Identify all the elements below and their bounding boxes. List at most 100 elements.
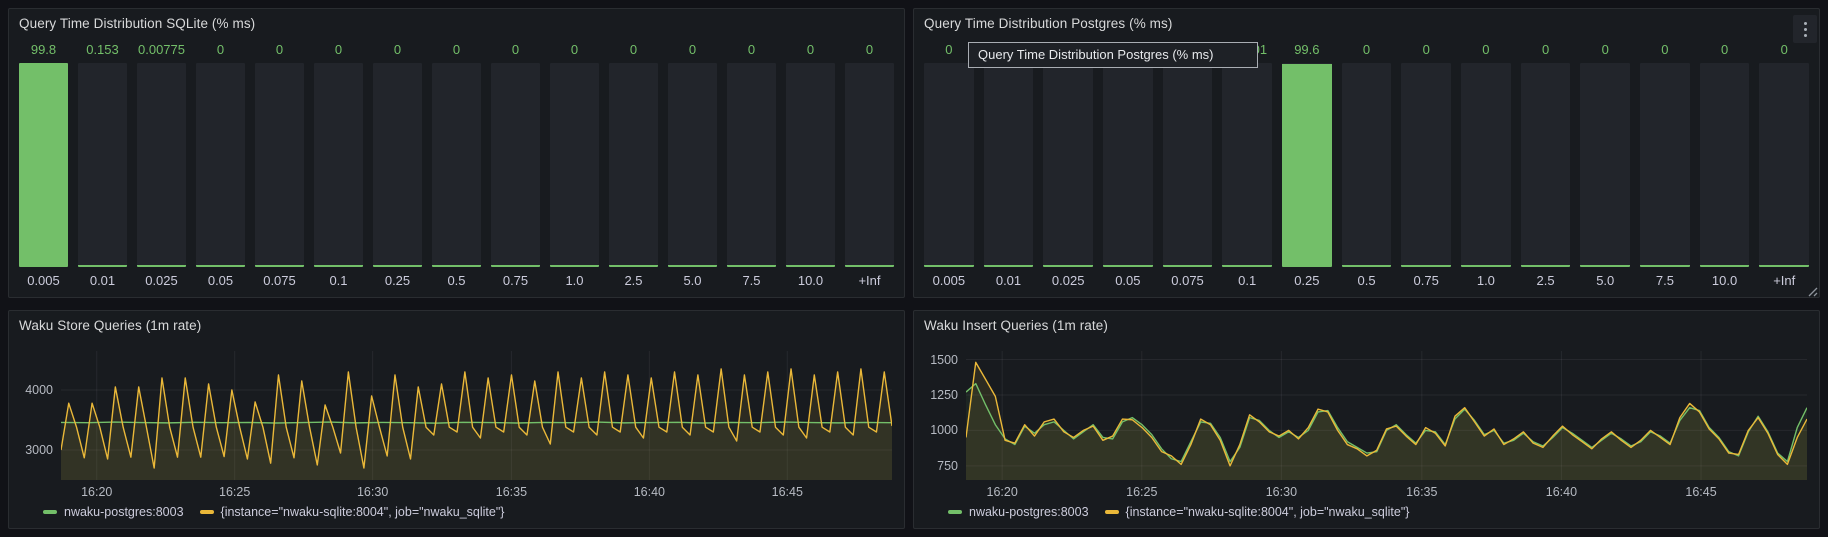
x-tick-label: 16:35 [1406,485,1438,499]
bar-category-label: 0.005 [932,273,966,288]
bar-value-label: 0 [275,42,284,57]
bar-track [1341,63,1392,267]
bar-fill [491,265,540,267]
bar-value-label: 0 [393,42,402,57]
bar-track [550,63,599,267]
histogram-bar-0.05: 0 0.05 [196,39,245,289]
panel-menu-button[interactable] [1793,15,1817,43]
histogram-bar-0.5: 0 0.5 [1341,39,1392,289]
histogram-bar-2.5: 0 2.5 [609,39,658,289]
postgres-histogram-chart: 0 0.005 0.01 0.025 0.05 0.075 0.01010.1 99.6 0.2… [914,37,1819,297]
bar-fill [550,265,599,267]
bar-track [1222,63,1273,267]
bar-track [314,63,363,267]
plot-area [966,351,1807,480]
bar-value-label: 0 [1362,42,1371,57]
bar-fill [314,265,363,267]
legend-item-nwaku-sqlite[interactable]: {instance="nwaku-sqlite:8004", job="nwak… [199,505,505,519]
bar-value-label: 0 [747,42,756,57]
histogram-bar-2.5: 0 2.5 [1520,39,1571,289]
panel-title[interactable]: Query Time Distribution SQLite (% ms) [19,15,256,31]
histogram-bar-0.25: 99.6 0.25 [1282,39,1332,289]
legend-item-nwaku-sqlite[interactable]: {instance="nwaku-sqlite:8004", job="nwak… [1104,505,1410,519]
histogram-bar-7.5: 0 7.5 [1640,39,1690,289]
bar-category-label: 0.005 [27,273,60,288]
bar-category-label: 1.0 [565,273,584,288]
y-axis: 750 1000 1250 1500 [920,351,966,480]
bar-category-label: 5.0 [1596,273,1615,288]
y-tick-label: 4000 [25,383,53,397]
histogram-bar-0.1: 0.01010.1 [1222,39,1273,289]
histogram-bar-0.05: 0.05 [1103,39,1153,289]
bar-fill [727,265,776,267]
bar-category-label: 5.0 [683,273,702,288]
kebab-menu-icon [1803,33,1807,37]
legend-swatch-yellow [1104,510,1119,514]
bar-track [727,63,776,267]
bar-track [1520,63,1571,267]
bar-category-label: 0.01 [995,273,1022,288]
bar-value-label: 0.153 [86,42,119,57]
bar-category-label: 7.5 [742,273,761,288]
legend-item-nwaku-postgres[interactable]: nwaku-postgres:8003 [43,505,184,519]
legend-label: {instance="nwaku-sqlite:8004", job="nwak… [1125,505,1410,519]
panel-resize-handle[interactable] [1806,284,1818,297]
bar-track [1580,63,1631,267]
bar-fill [1103,265,1153,267]
y-axis: 3000 4000 [15,351,61,480]
bar-category-label: 10.0 [797,273,824,288]
bar-fill [19,63,68,267]
panel-header: Waku Store Queries (1m rate) [9,311,904,339]
panel-query-time-distribution-sqlite: Query Time Distribution SQLite (% ms) 99… [8,8,905,298]
histogram-bar-0.005: 0 0.005 [924,39,974,289]
bar-track [373,63,422,267]
histogram-bar-0.025: 0.00775 0.025 [137,39,186,289]
bar-track [845,63,894,267]
bar-category-label: 0.075 [1171,273,1204,288]
histogram-bar-0.075: 0 0.075 [255,39,304,289]
histogram-bar-0.75: 0 0.75 [1401,39,1452,289]
bar-fill [1461,265,1511,267]
bar-category-label: 0.05 [1115,273,1141,288]
bar-value-label: 0 [945,42,953,57]
kebab-menu-icon [1803,21,1807,25]
bar-track [668,63,717,267]
bar-fill [924,265,974,267]
x-tick-label: 16:30 [356,485,389,499]
bar-fill [255,265,304,267]
bar-category-label: +Inf [858,273,881,288]
bar-track [78,63,127,267]
legend-item-nwaku-postgres[interactable]: nwaku-postgres:8003 [948,505,1089,519]
histogram-bar-10.0: 0 10.0 [1699,39,1750,289]
bar-category-label: 0.025 [145,273,178,288]
bar-track [19,63,68,267]
bar-fill [137,265,186,267]
histogram-bar-5.0: 0 5.0 [668,39,717,289]
bar-value-label: 0 [216,42,225,57]
x-tick-label: 16:45 [1685,485,1717,499]
bar-category-label: 0.01 [89,273,116,288]
bar-category-label: 0.075 [263,273,296,288]
panel-title[interactable]: Waku Store Queries (1m rate) [19,317,202,333]
panel-title[interactable]: Query Time Distribution Postgres (% ms) [924,15,1173,31]
bar-value-label: 99.6 [1294,42,1320,57]
bar-category-label: 0.5 [1357,273,1376,288]
resize-grip-icon [1808,287,1818,297]
bar-fill [78,265,127,267]
panel-query-time-distribution-postgres: Query Time Distribution Postgres (% ms) … [913,8,1820,298]
x-tick-label: 16:40 [633,485,665,499]
bar-fill [786,265,835,267]
bar-value-label: 0 [688,42,697,57]
bar-value-label: 0 [1482,42,1490,57]
bar-track [983,63,1034,267]
bar-category-label: 0.25 [1294,273,1320,288]
bar-fill [373,265,422,267]
panel-title[interactable]: Waku Insert Queries (1m rate) [924,317,1108,333]
x-tick-label: 16:25 [1126,485,1158,499]
bar-category-label: 7.5 [1655,273,1674,288]
bar-track [491,63,540,267]
panel-header: Waku Insert Queries (1m rate) [914,311,1819,339]
bar-fill [1162,265,1213,267]
bar-fill [1580,265,1631,267]
legend-label: {instance="nwaku-sqlite:8004", job="nwak… [220,505,505,519]
